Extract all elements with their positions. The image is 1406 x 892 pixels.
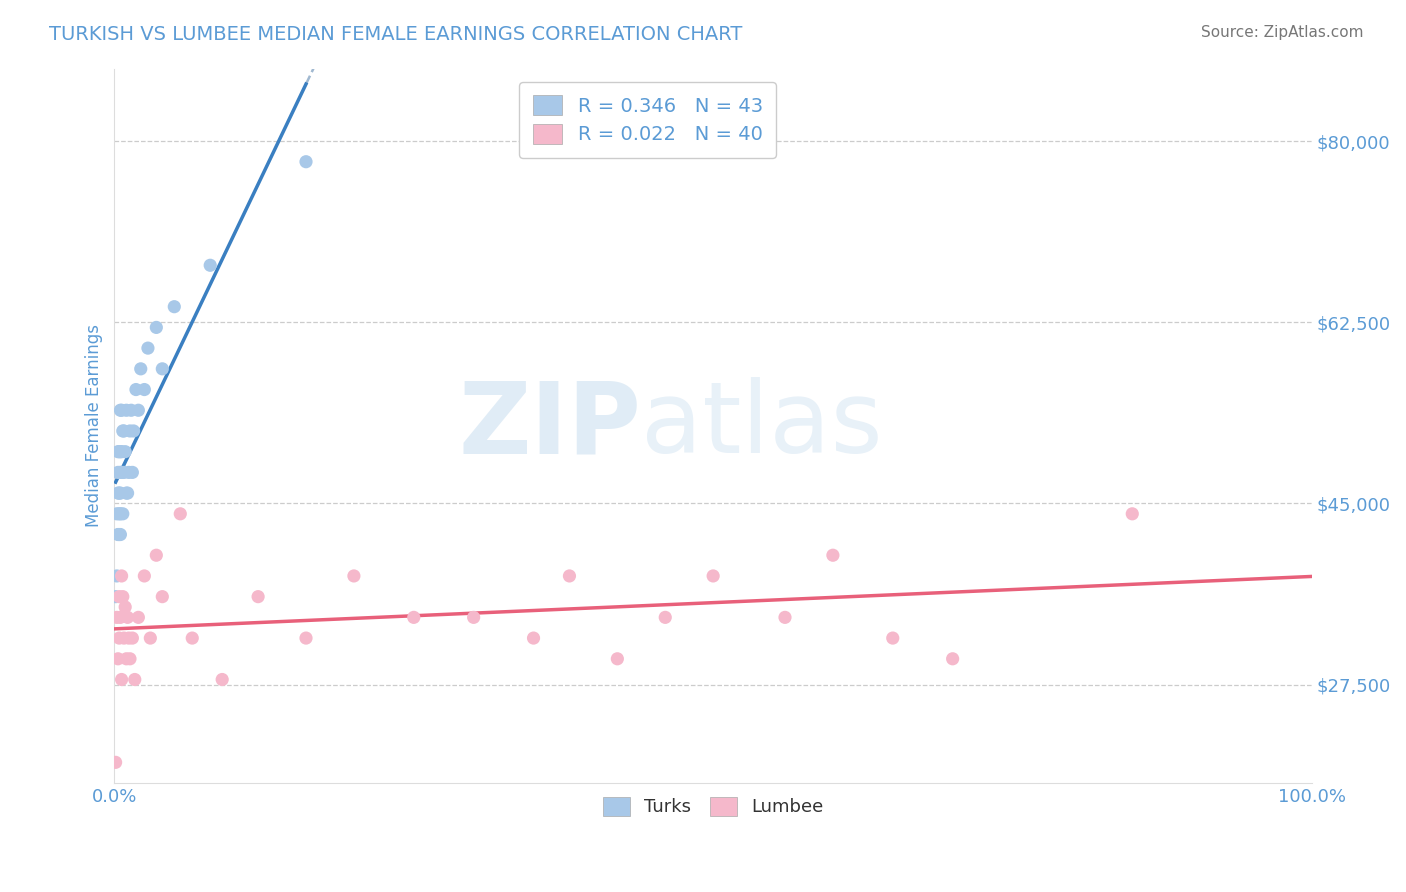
Point <box>114 600 136 615</box>
Point <box>105 507 128 521</box>
Point <box>104 590 127 604</box>
Point <box>181 631 204 645</box>
Point <box>773 610 796 624</box>
Point <box>112 631 135 645</box>
Point <box>108 444 131 458</box>
Point <box>145 548 167 562</box>
Point <box>110 673 132 687</box>
Point <box>558 569 581 583</box>
Point <box>110 466 132 480</box>
Point <box>127 610 149 624</box>
Point <box>111 507 134 521</box>
Point <box>150 590 173 604</box>
Text: ZIP: ZIP <box>458 377 641 475</box>
Y-axis label: Median Female Earnings: Median Female Earnings <box>86 325 103 527</box>
Point <box>295 631 318 645</box>
Point <box>124 673 146 687</box>
Point <box>125 383 148 397</box>
Point <box>211 673 233 687</box>
Text: atlas: atlas <box>641 377 883 475</box>
Point <box>108 527 131 541</box>
Point <box>110 444 132 458</box>
Point <box>112 424 135 438</box>
Point <box>295 154 318 169</box>
Point <box>121 631 143 645</box>
Point <box>134 383 156 397</box>
Point <box>110 444 132 458</box>
Point <box>107 527 129 541</box>
Point <box>163 300 186 314</box>
Point <box>139 631 162 645</box>
Point <box>463 610 485 624</box>
Point <box>118 424 141 438</box>
Point <box>169 507 191 521</box>
Point <box>110 403 132 417</box>
Point <box>108 486 131 500</box>
Point <box>118 631 141 645</box>
Point <box>402 610 425 624</box>
Point <box>107 486 129 500</box>
Point <box>112 466 135 480</box>
Point <box>129 361 152 376</box>
Point <box>134 569 156 583</box>
Point <box>942 652 965 666</box>
Point <box>127 403 149 417</box>
Point <box>111 424 134 438</box>
Point <box>110 486 132 500</box>
Point <box>110 610 132 624</box>
Point <box>120 403 142 417</box>
Point <box>108 590 131 604</box>
Point <box>108 507 131 521</box>
Text: Source: ZipAtlas.com: Source: ZipAtlas.com <box>1201 25 1364 40</box>
Point <box>117 610 139 624</box>
Text: TURKISH VS LUMBEE MEDIAN FEMALE EARNINGS CORRELATION CHART: TURKISH VS LUMBEE MEDIAN FEMALE EARNINGS… <box>49 25 742 44</box>
Point <box>136 341 159 355</box>
Point <box>104 756 127 770</box>
Point <box>107 444 129 458</box>
Point <box>1121 507 1143 521</box>
Point <box>111 590 134 604</box>
Point <box>115 403 138 417</box>
Point <box>108 631 131 645</box>
Point <box>115 652 138 666</box>
Point <box>114 444 136 458</box>
Point <box>105 569 128 583</box>
Point <box>110 527 132 541</box>
Point <box>107 466 129 480</box>
Point <box>343 569 366 583</box>
Point <box>117 486 139 500</box>
Point <box>115 486 138 500</box>
Point <box>122 424 145 438</box>
Point <box>110 403 132 417</box>
Point <box>150 361 173 376</box>
Point <box>702 569 724 583</box>
Point <box>882 631 904 645</box>
Point <box>821 548 844 562</box>
Point <box>654 610 676 624</box>
Point <box>107 652 129 666</box>
Point <box>110 466 132 480</box>
Point <box>247 590 270 604</box>
Point <box>121 466 143 480</box>
Point <box>118 652 141 666</box>
Point <box>200 258 222 272</box>
Legend: Turks, Lumbee: Turks, Lumbee <box>593 788 832 825</box>
Point <box>110 569 132 583</box>
Point <box>118 466 141 480</box>
Point <box>606 652 628 666</box>
Point <box>522 631 544 645</box>
Point <box>110 507 132 521</box>
Point <box>145 320 167 334</box>
Point <box>105 610 128 624</box>
